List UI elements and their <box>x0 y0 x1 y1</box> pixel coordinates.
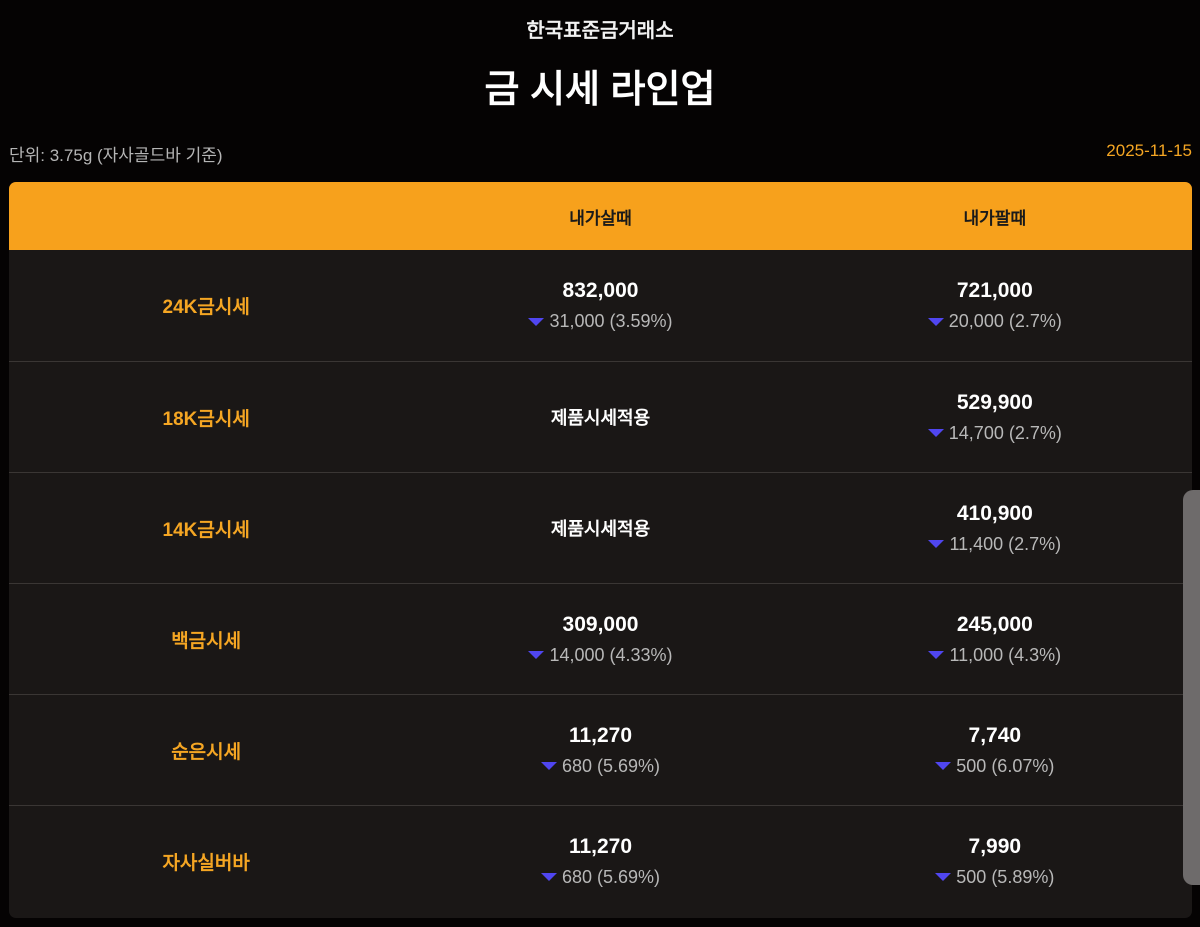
table-row: 14K금시세 제품시세적용 410,900 11,400 (2.7%) <box>9 472 1192 583</box>
triangle-down-icon <box>927 317 944 326</box>
triangle-down-icon <box>935 873 952 881</box>
table-row: 순은시세 11,270 680 (5.69%) 7,740 500 (6.07%… <box>9 694 1192 805</box>
sell-change-value: 20,000 (2.7%) <box>948 311 1062 331</box>
sell-change: 11,400 (2.7%) <box>928 534 1061 555</box>
sell-change-value: 11,400 (2.7%) <box>949 533 1062 554</box>
sell-cell: 7,740 500 (6.07%) <box>798 695 1192 805</box>
item-label: 18K금시세 <box>162 408 250 430</box>
sell-change: 20,000 (2.7%) <box>927 311 1062 332</box>
buy-change: 14,000 (4.33%) <box>528 644 673 666</box>
price-table: 내가살때 내가팔때 24K금시세 832,000 31,000 (3.59%) … <box>9 182 1192 918</box>
page-title: 금 시세 라인업 <box>484 69 716 111</box>
triangle-down-icon <box>935 762 952 770</box>
label-cell: 14K금시세 <box>9 473 403 583</box>
sell-cell: 410,900 11,400 (2.7%) <box>798 473 1192 583</box>
buy-change: 680 (5.69%) <box>540 866 661 888</box>
price-date: 2025-11-15 <box>1106 141 1192 160</box>
sell-price: 410,900 <box>956 501 1033 525</box>
label-cell: 백금시세 <box>9 584 403 694</box>
unit-note: 단위: 3.75g (자사골드바 기준) <box>9 146 223 165</box>
buy-change: 680 (5.69%) <box>540 755 661 777</box>
triangle-down-icon <box>928 540 945 548</box>
buy-change-value: 680 (5.69%) <box>561 755 661 776</box>
buy-change-value: 14,000 (4.33%) <box>549 644 673 665</box>
column-header-buy: 내가살때 <box>569 208 632 228</box>
triangle-down-icon <box>528 317 545 326</box>
sell-change: 11,000 (4.3%) <box>928 645 1061 666</box>
triangle-down-icon <box>540 873 557 881</box>
item-label: 24K금시세 <box>162 297 250 318</box>
buy-price: 832,000 <box>562 279 639 302</box>
column-header-label <box>9 182 403 250</box>
buy-price: 11,270 <box>568 834 633 858</box>
scrollbar[interactable] <box>1183 490 1200 885</box>
product-price-note: 제품시세적용 <box>550 408 651 428</box>
buy-cell: 제품시세적용 <box>403 362 797 472</box>
triangle-down-icon <box>528 651 545 659</box>
item-label: 순은시세 <box>171 741 242 763</box>
item-label: 자사실버바 <box>162 852 250 874</box>
table-row: 자사실버바 11,270 680 (5.69%) 7,990 500 (5.89… <box>9 805 1192 916</box>
sell-change: 500 (6.07%) <box>935 756 1054 777</box>
buy-cell: 11,270 680 (5.69%) <box>403 806 797 916</box>
triangle-down-icon <box>540 762 557 770</box>
buy-change-value: 680 (5.69%) <box>561 866 661 887</box>
buy-price: 11,270 <box>568 723 633 747</box>
item-label: 14K금시세 <box>162 519 250 541</box>
buy-price: 309,000 <box>562 612 639 636</box>
sell-change-value: 14,700 (2.7%) <box>948 422 1062 443</box>
table-row: 24K금시세 832,000 31,000 (3.59%) 721,000 20… <box>9 250 1192 361</box>
buy-change-value: 31,000 (3.59%) <box>549 311 673 331</box>
item-label: 백금시세 <box>171 630 242 652</box>
table-row: 18K금시세 제품시세적용 529,900 14,700 (2.7%) <box>9 361 1192 472</box>
label-cell: 18K금시세 <box>9 362 403 472</box>
sell-change-value: 500 (5.89%) <box>956 866 1055 887</box>
sell-cell: 529,900 14,700 (2.7%) <box>798 362 1192 472</box>
column-header-sell: 내가팔때 <box>963 208 1027 228</box>
sell-change-value: 11,000 (4.3%) <box>949 644 1062 665</box>
triangle-down-icon <box>927 429 944 437</box>
product-price-note: 제품시세적용 <box>550 519 651 539</box>
sell-price: 245,000 <box>956 612 1033 636</box>
buy-cell: 309,000 14,000 (4.33%) <box>403 584 797 694</box>
brand-name: 한국표준금거래소 <box>526 20 674 42</box>
buy-cell: 제품시세적용 <box>403 473 797 583</box>
label-cell: 순은시세 <box>9 695 403 805</box>
triangle-down-icon <box>928 651 945 659</box>
table-row: 백금시세 309,000 14,000 (4.33%) 245,000 11,0… <box>9 583 1192 694</box>
sell-cell: 245,000 11,000 (4.3%) <box>798 584 1192 694</box>
sell-change-value: 500 (6.07%) <box>956 755 1055 776</box>
sell-price: 721,000 <box>956 279 1033 302</box>
label-cell: 24K금시세 <box>9 250 403 361</box>
buy-change: 31,000 (3.59%) <box>528 311 673 332</box>
sell-change: 500 (5.89%) <box>935 867 1054 888</box>
sell-cell: 7,990 500 (5.89%) <box>798 806 1192 916</box>
sell-cell: 721,000 20,000 (2.7%) <box>798 250 1192 361</box>
sell-price: 529,900 <box>956 390 1033 414</box>
sell-price: 7,740 <box>968 723 1022 747</box>
buy-cell: 832,000 31,000 (3.59%) <box>403 250 797 361</box>
buy-cell: 11,270 680 (5.69%) <box>403 695 797 805</box>
sell-price: 7,990 <box>968 834 1022 858</box>
sell-change: 14,700 (2.7%) <box>927 422 1062 444</box>
label-cell: 자사실버바 <box>9 806 403 916</box>
table-header: 내가살때 내가팔때 <box>9 182 1192 250</box>
